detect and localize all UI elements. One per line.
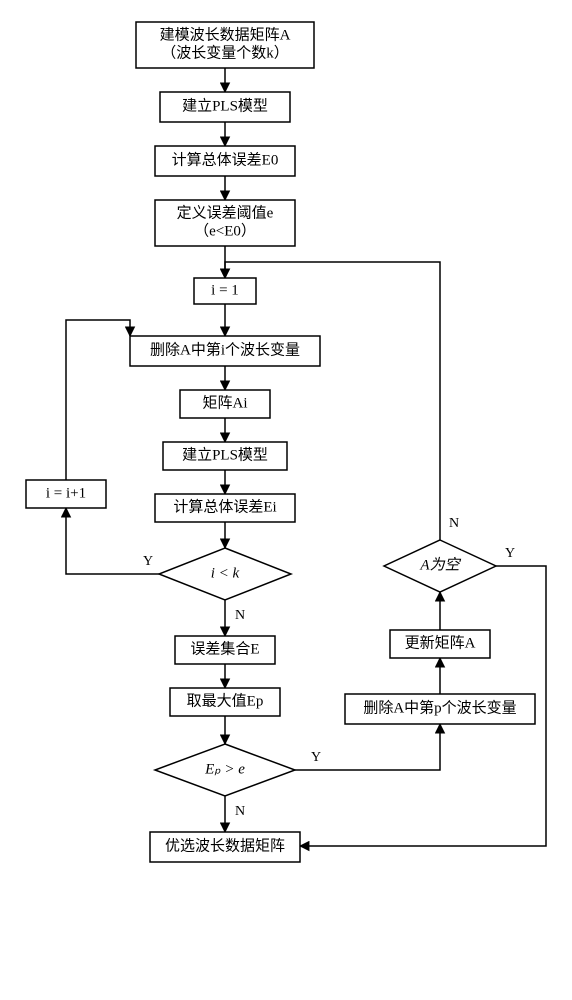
node-label: 更新矩阵A	[405, 634, 476, 651]
edge-label: Y	[143, 554, 153, 569]
node-n12: 优选波长数据矩阵	[150, 832, 300, 862]
node-label: 定义误差阈值e	[177, 204, 274, 221]
node-label: A为空	[419, 556, 461, 573]
edge-13: Y	[66, 508, 159, 574]
edge-12: N	[225, 796, 245, 832]
edge-label: Y	[505, 546, 515, 561]
node-label: 建立PLS模型	[182, 446, 268, 463]
node-n10: 误差集合E	[175, 636, 275, 664]
flowchart: N N Y Y N Y 建模波长数据矩阵A（波长变量个数k） 建立PLS模型计算总体误差E0…	[0, 0, 572, 1000]
node-inc: i = i+1	[26, 480, 106, 508]
node-n13: 删除A中第p个波长变量	[345, 694, 535, 724]
node-n14: 更新矩阵A	[390, 630, 490, 658]
edge-9: N	[225, 600, 245, 636]
node-label: 建模波长数据矩阵A	[160, 26, 291, 43]
node-n8: 建立PLS模型	[163, 442, 287, 470]
node-n9: 计算总体误差Ei	[155, 494, 295, 522]
node-n6: 删除A中第i个波长变量	[130, 336, 320, 366]
node-n2: 建立PLS模型	[160, 92, 290, 122]
node-label: 误差集合E	[190, 640, 259, 657]
node-label: Eₚ > e	[204, 761, 245, 777]
node-label: 计算总体误差E0	[172, 150, 279, 168]
node-label: 优选波长数据矩阵	[165, 837, 285, 854]
node-label: 矩阵Ai	[202, 394, 247, 411]
node-d1: i < k	[159, 548, 291, 600]
node-label: 计算总体误差Ei	[173, 497, 276, 515]
node-n7: 矩阵Ai	[180, 390, 270, 418]
edge-label: N	[235, 608, 245, 623]
node-label: i = i+1	[46, 485, 86, 501]
node-n3: 计算总体误差E0	[155, 146, 295, 176]
node-n1: 建模波长数据矩阵A（波长变量个数k）	[136, 22, 314, 68]
edge-label: N	[449, 516, 459, 531]
node-label: i = 1	[211, 282, 239, 298]
node-label: i < k	[211, 565, 240, 581]
node-label: 删除A中第p个波长变量	[363, 698, 516, 716]
node-n11: 取最大值Ep	[170, 688, 280, 716]
node-label: 取最大值Ep	[187, 692, 264, 709]
node-label: 删除A中第i个波长变量	[150, 340, 300, 358]
edge-label: N	[235, 804, 245, 819]
node-d3: A为空	[384, 540, 496, 592]
edge-14	[66, 320, 130, 480]
edge-15: Y	[295, 724, 440, 770]
node-label: （e<E0）	[194, 222, 256, 239]
edge-label: Y	[311, 750, 321, 765]
node-label: （波长变量个数k）	[161, 44, 289, 61]
node-label: 建立PLS模型	[182, 97, 268, 114]
node-n4: 定义误差阈值e（e<E0）	[155, 200, 295, 246]
node-n5: i = 1	[194, 278, 256, 304]
node-d2: Eₚ > e	[155, 744, 295, 796]
